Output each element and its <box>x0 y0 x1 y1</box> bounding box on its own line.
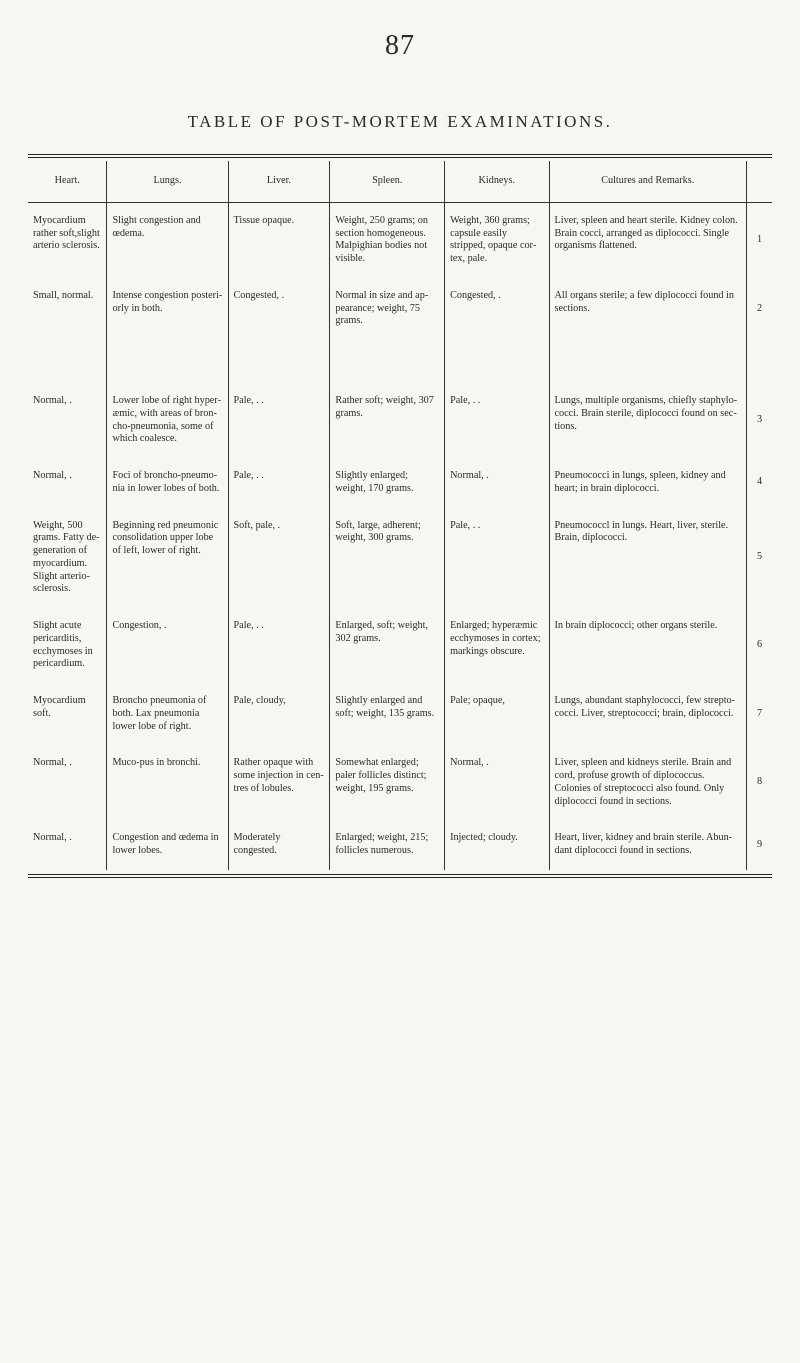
top-double-rule <box>28 154 772 158</box>
cell-row-number: 3 <box>746 340 772 458</box>
table-row: Myocardi­um rather soft,slight arterio s… <box>28 202 772 278</box>
cell-heart: Normal, . <box>28 458 107 508</box>
cell-lungs: Beginning red pneumonic consolidation up… <box>107 508 228 609</box>
cell-kidneys: Injected; cloudy. <box>445 820 549 870</box>
cell-cultures: Lungs, abundant staphy­lococci, few stre… <box>549 683 746 745</box>
cell-lungs: Lower lobe of right hyper­æmic, with are… <box>107 340 228 458</box>
cell-spleen: Somewhat en­larged; paler follicles dis­… <box>330 745 445 820</box>
cell-lungs: Broncho pneu­monia of both. Lax pneumo­n… <box>107 683 228 745</box>
cell-kidneys: Pale; opaque, <box>445 683 549 745</box>
page-title: TABLE OF POST-MORTEM EXAMINATIONS. <box>28 112 772 132</box>
cell-heart: Normal, . <box>28 820 107 870</box>
cell-spleen: Slightly en­larged; weight, 170 grams. <box>330 458 445 508</box>
table-row: Slight acute pericardi­tis, ecchy­moses … <box>28 608 772 683</box>
cell-row-number: 7 <box>746 683 772 745</box>
postmortem-table: Heart. Lungs. Liver. Spleen. Kidneys. Cu… <box>28 161 772 870</box>
cell-kidneys: Normal, . <box>445 458 549 508</box>
table-row: Myocardi­um soft.Broncho pneu­monia of b… <box>28 683 772 745</box>
cell-heart: Normal, . <box>28 745 107 820</box>
page-number: 87 <box>28 30 772 62</box>
cell-lungs: Intense conges­tion posteri­orly in both… <box>107 278 228 340</box>
table-row: Normal, .Muco-pus in bronchi.Rather opaq… <box>28 745 772 820</box>
col-lungs: Lungs. <box>107 161 228 202</box>
bottom-double-rule <box>28 874 772 878</box>
cell-lungs: Slight conges­tion and œde­ma. <box>107 202 228 278</box>
cell-cultures: Liver, spleen and heart sterile. Kidney … <box>549 202 746 278</box>
cell-liver: Soft, pale, . <box>228 508 330 609</box>
table-row: Normal, .Foci of bron­cho-pneumo­nia in … <box>28 458 772 508</box>
table-row: Small, nor­mal.Intense conges­tion poste… <box>28 278 772 340</box>
table-row: Weight, 500 grams. Fatty de­generation o… <box>28 508 772 609</box>
cell-row-number: 2 <box>746 278 772 340</box>
cell-spleen: Rather soft; weight, 307 grams. <box>330 340 445 458</box>
cell-heart: Normal, . <box>28 340 107 458</box>
cell-row-number: 5 <box>746 508 772 609</box>
cell-liver: Moderately congested. <box>228 820 330 870</box>
cell-spleen: Soft, large, adherent; weight, 300 grams… <box>330 508 445 609</box>
cell-kidneys: Weight, 360 grams; cap­sule easily strip… <box>445 202 549 278</box>
cell-liver: Congested, . <box>228 278 330 340</box>
cell-heart: Weight, 500 grams. Fatty de­generation o… <box>28 508 107 609</box>
cell-lungs: Congestion, . <box>107 608 228 683</box>
cell-liver: Pale, . . <box>228 458 330 508</box>
cell-heart: Myocardi­um rather soft,slight arterio s… <box>28 202 107 278</box>
cell-cultures: Lungs, multiple organ­isms, chiefly stap… <box>549 340 746 458</box>
cell-spleen: Enlarged, soft; weight, 302 grams. <box>330 608 445 683</box>
table-row: Normal, .Congestion and œdema in lower l… <box>28 820 772 870</box>
col-cultures: Cultures and Remarks. <box>549 161 746 202</box>
cell-spleen: Normal in size and ap­pearance; weight, … <box>330 278 445 340</box>
cell-kidneys: Normal, . <box>445 745 549 820</box>
cell-cultures: All organs sterile; a few diplococci fou… <box>549 278 746 340</box>
cell-kidneys: Pale, . . <box>445 340 549 458</box>
cell-kidneys: Enlarged; hyperæmic ecchymoses in cortex… <box>445 608 549 683</box>
cell-row-number: 9 <box>746 820 772 870</box>
page-container: 87 TABLE OF POST-MORTEM EXAMINATIONS. He… <box>0 0 800 1363</box>
col-heart: Heart. <box>28 161 107 202</box>
cell-lungs: Muco-pus in bronchi. <box>107 745 228 820</box>
cell-liver: Pale, cloudy, <box>228 683 330 745</box>
table-row: Normal, .Lower lobe of right hyper­æmic,… <box>28 340 772 458</box>
col-spleen: Spleen. <box>330 161 445 202</box>
col-kidneys: Kidneys. <box>445 161 549 202</box>
col-liver: Liver. <box>228 161 330 202</box>
cell-kidneys: Pale, . . <box>445 508 549 609</box>
cell-cultures: In brain diplococci; other organs steril… <box>549 608 746 683</box>
cell-cultures: Liver, spleen and kid­neys sterile. Brai… <box>549 745 746 820</box>
cell-row-number: 4 <box>746 458 772 508</box>
cell-row-number: 8 <box>746 745 772 820</box>
cell-cultures: Pneumococci in lungs, spleen, kidney and… <box>549 458 746 508</box>
cell-heart: Small, nor­mal. <box>28 278 107 340</box>
cell-liver: Rather opaque with some injec­tion in ce… <box>228 745 330 820</box>
cell-kidneys: Congested, . <box>445 278 549 340</box>
cell-cultures: Pneumococcl in lungs. Heart, liver, ster… <box>549 508 746 609</box>
table-body: Myocardi­um rather soft,slight arterio s… <box>28 202 772 870</box>
cell-cultures: Heart, liver, kidney and brain sterile. … <box>549 820 746 870</box>
cell-lungs: Congestion and œdema in lower lobes. <box>107 820 228 870</box>
cell-heart: Myocardi­um soft. <box>28 683 107 745</box>
cell-liver: Pale, . . <box>228 608 330 683</box>
cell-row-number: 6 <box>746 608 772 683</box>
cell-spleen: Enlarged; weight, 215; follicles nu­mero… <box>330 820 445 870</box>
cell-lungs: Foci of bron­cho-pneumo­nia in lower lob… <box>107 458 228 508</box>
table-header-row: Heart. Lungs. Liver. Spleen. Kidneys. Cu… <box>28 161 772 202</box>
cell-spleen: Weight, 250 grams; on section ho­mogeneo… <box>330 202 445 278</box>
cell-liver: Pale, . . <box>228 340 330 458</box>
cell-row-number: 1 <box>746 202 772 278</box>
cell-spleen: Slightly en­larged and soft; weight, 135… <box>330 683 445 745</box>
cell-heart: Slight acute pericardi­tis, ecchy­moses … <box>28 608 107 683</box>
cell-liver: Tissue opaque. <box>228 202 330 278</box>
col-num <box>746 161 772 202</box>
